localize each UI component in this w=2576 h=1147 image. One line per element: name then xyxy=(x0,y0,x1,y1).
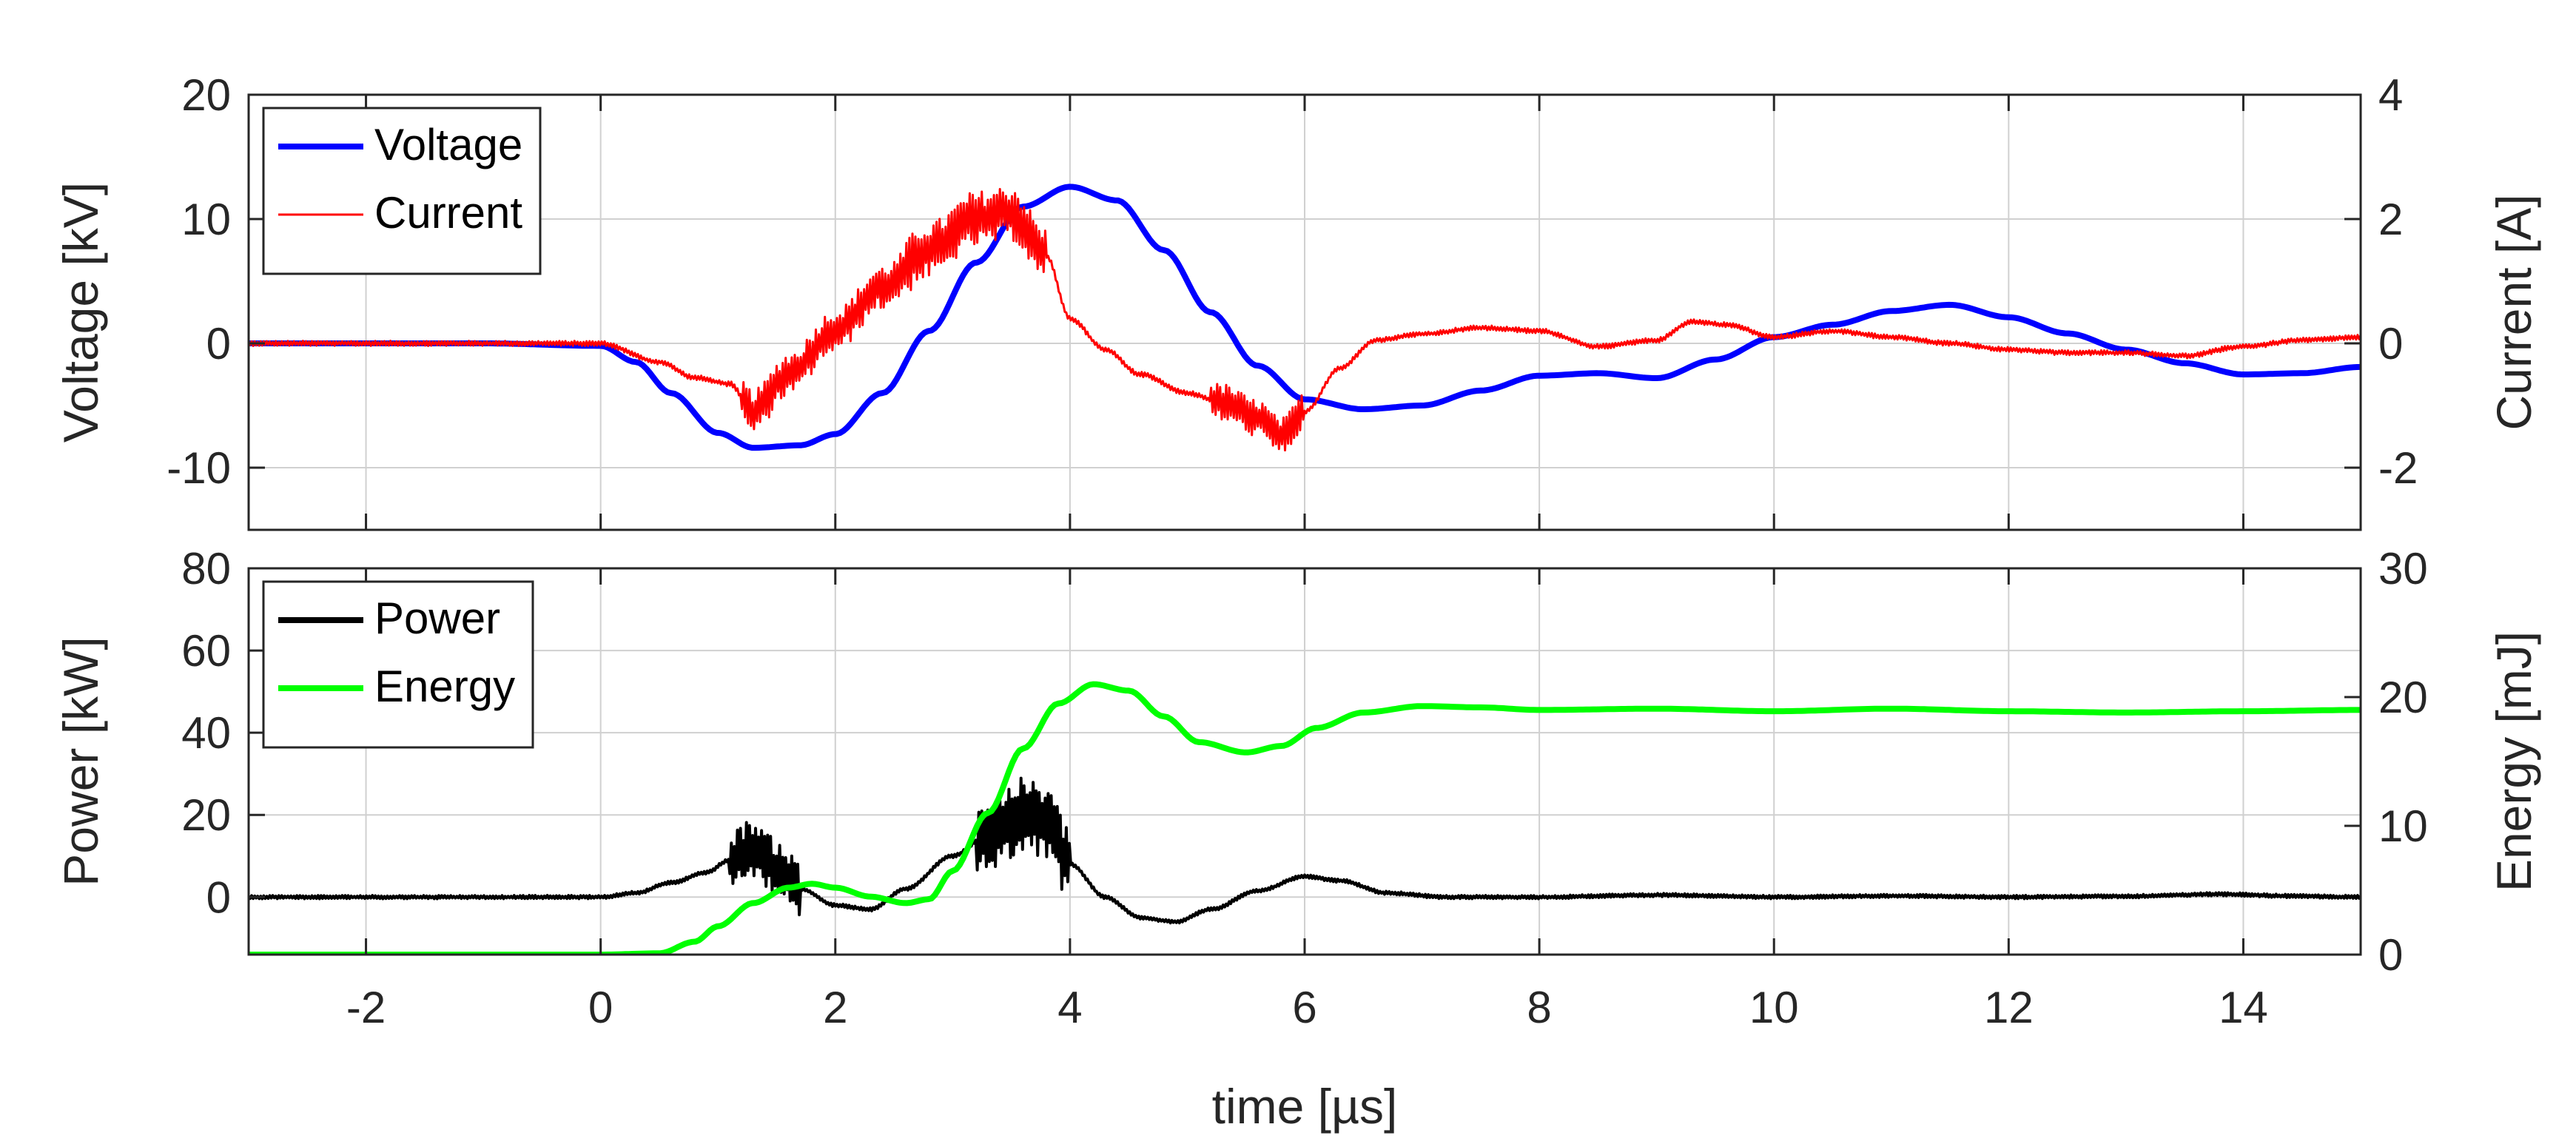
legend: Voltage Current xyxy=(262,107,542,275)
series-group xyxy=(249,184,2361,451)
x-tick-label: 6 xyxy=(1292,983,1316,1032)
legend-label-energy: Energy xyxy=(374,662,515,711)
y-left-tick-label: 80 xyxy=(181,544,231,593)
y-left-axis-label: Voltage [kV] xyxy=(53,182,108,443)
y-right-tick-label: 20 xyxy=(2378,673,2428,722)
series-group xyxy=(249,681,2361,955)
series-line-energy xyxy=(249,681,2361,955)
y-right-tick-label: 10 xyxy=(2378,801,2428,851)
x-tick-label: 10 xyxy=(1749,983,1799,1032)
y-left-tick-label: 10 xyxy=(181,195,231,244)
x-tick-label: 0 xyxy=(588,983,613,1032)
y-left-tick-label: 0 xyxy=(206,872,231,922)
y-left-tick-label: 0 xyxy=(206,319,231,369)
y-right-axis-label: Energy [mJ] xyxy=(2486,631,2541,892)
y-right-tick-label: 0 xyxy=(2378,930,2403,980)
series-line-current xyxy=(249,188,2361,451)
y-left-tick-label: -10 xyxy=(167,443,231,493)
y-left-tick-label: 40 xyxy=(181,708,231,758)
y-left-tick-label: 20 xyxy=(181,790,231,840)
y-right-tick-label: -2 xyxy=(2378,443,2418,493)
y-right-tick-label: 4 xyxy=(2378,70,2403,120)
legend-box xyxy=(262,580,534,749)
x-tick-label: 12 xyxy=(1984,983,2034,1032)
x-tick-label: 2 xyxy=(823,983,847,1032)
x-tick-label: 4 xyxy=(1057,983,1082,1032)
x-tick-label: -2 xyxy=(346,983,386,1032)
y-left-tick-label: 20 xyxy=(181,70,231,120)
legend-label-current: Current xyxy=(374,188,522,238)
series-line-power xyxy=(249,776,2361,925)
y-right-tick-label: 30 xyxy=(2378,544,2428,593)
x-tick-label: 8 xyxy=(1527,983,1551,1032)
legend-label-voltage: Voltage xyxy=(374,120,522,169)
y-left-tick-label: 60 xyxy=(181,626,231,676)
lower-panel-power-energy: -2 0 2 4 6 8 10 12 14 0 20 40 60 80 0 10 20 30 Power [kW] E… xyxy=(53,544,2541,1134)
y-right-tick-label: 0 xyxy=(2378,319,2403,369)
legend-box xyxy=(262,107,542,275)
y-right-tick-label: 2 xyxy=(2378,195,2403,244)
legend-label-power: Power xyxy=(374,593,500,643)
legend: Power Energy xyxy=(262,580,534,749)
y-left-axis-label: Power [kW] xyxy=(53,636,108,886)
upper-panel-voltage-current: -10 0 10 20 -2 0 2 4 Voltage [kV] Current [A] Volt… xyxy=(53,70,2541,531)
x-tick-label: 14 xyxy=(2219,983,2268,1032)
x-axis-label: time [µs] xyxy=(1212,1079,1398,1134)
y-right-axis-label: Current [A] xyxy=(2486,194,2541,430)
